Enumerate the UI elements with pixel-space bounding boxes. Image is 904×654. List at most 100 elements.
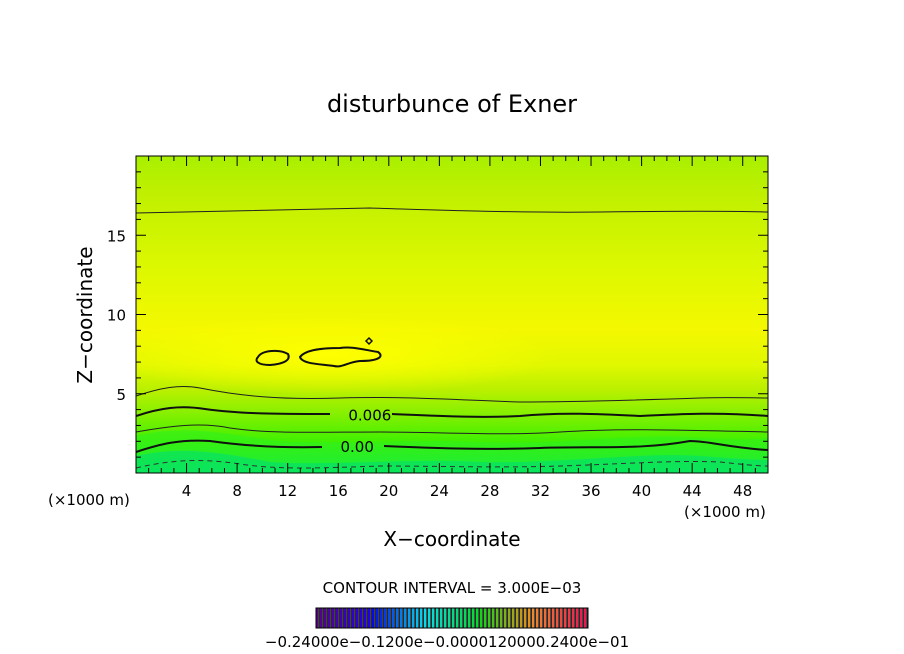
colorbar-stripe-gap xyxy=(562,608,564,628)
colorbar-stripe-gap xyxy=(354,608,356,628)
colorbar-stripe-gap xyxy=(530,608,532,628)
closed-contour-dot xyxy=(364,336,374,346)
colorbar-stripe-gap xyxy=(374,608,376,628)
colorbar-stripe-gap xyxy=(358,608,360,628)
colorbar-stripe-gap xyxy=(498,608,500,628)
colorbar-stripe xyxy=(548,608,551,628)
colorbar-stripe-gap xyxy=(426,608,428,628)
y-tick-label: 15 xyxy=(107,227,126,245)
colorbar-stripe xyxy=(348,608,351,628)
colorbar-stripe xyxy=(444,608,447,628)
colorbar-stripe xyxy=(536,608,539,628)
contour-line-0006 xyxy=(136,406,768,418)
colorbar-stripe-gap xyxy=(422,608,424,628)
colorbar-stripe xyxy=(524,608,527,628)
colorbar-stripe xyxy=(484,608,487,628)
contour-field: 0.006 0.00 xyxy=(136,156,768,473)
colorbar-stripe-gap xyxy=(366,608,368,628)
contour-line-top xyxy=(136,207,768,214)
colorbar-stripe-gap xyxy=(450,608,452,628)
colorbar-stripe xyxy=(508,608,511,628)
colorbar-stripe xyxy=(476,608,479,628)
x-tick-label: 8 xyxy=(232,482,242,500)
colorbar-stripe xyxy=(384,608,387,628)
colorbar-stripe-gap xyxy=(454,608,456,628)
x-tick-label: 16 xyxy=(329,482,348,500)
colorbar-stripe-gap xyxy=(582,608,584,628)
colorbar-stripe xyxy=(472,608,475,628)
contour-interval-text: CONTOUR INTERVAL = 3.000E−03 xyxy=(323,579,582,597)
colorbar-stripe xyxy=(408,608,411,628)
colorbar-stripe-gap xyxy=(370,608,372,628)
colorbar-stripe-gap xyxy=(570,608,572,628)
colorbar-labels: −0.24000e−0.1200e−0.0000120000.2400e−01 xyxy=(265,633,629,651)
colorbar-frame xyxy=(315,607,589,629)
colorbar-stripe xyxy=(376,608,379,628)
colorbar-stripe xyxy=(424,608,427,628)
colorbar-stripe-gap xyxy=(554,608,556,628)
colorbar-stripe xyxy=(560,608,563,628)
yellow-region xyxy=(136,315,560,395)
colorbar-stripe xyxy=(500,608,503,628)
colorbar-stripe xyxy=(344,608,347,628)
colorbar-stripe xyxy=(564,608,567,628)
x-tick-label: 28 xyxy=(480,482,499,500)
colorbar-stripe xyxy=(460,608,463,628)
x-tick-label: 40 xyxy=(632,482,651,500)
colorbar-stripe xyxy=(496,608,499,628)
colorbar-stripe xyxy=(436,608,439,628)
colorbar-stripe xyxy=(332,608,335,628)
contour-label: 0.006 xyxy=(348,406,391,424)
colorbar-stripe-gap xyxy=(410,608,412,628)
colorbar-stripe-gap xyxy=(430,608,432,628)
x-axis-label: X−coordinate xyxy=(383,527,520,551)
colorbar-stripe xyxy=(556,608,559,628)
colorbar-stripe-gap xyxy=(478,608,480,628)
colorbar-stripe-gap xyxy=(526,608,528,628)
colorbar-stripe-gap xyxy=(362,608,364,628)
colorbar-stripe-gap xyxy=(510,608,512,628)
colorbar-stripe-gap xyxy=(318,608,320,628)
colorbar-stripe-gap xyxy=(494,608,496,628)
colorbar-stripe-gap xyxy=(566,608,568,628)
colorbar-stripe-gap xyxy=(462,608,464,628)
x-tick-label: 24 xyxy=(430,482,449,500)
colorbar-stripe xyxy=(336,608,339,628)
colorbar-stripe xyxy=(520,608,523,628)
colorbar-stripe xyxy=(544,608,547,628)
green-band-deep xyxy=(136,450,768,473)
colorbar-stripe xyxy=(448,608,451,628)
colorbar-stripe xyxy=(412,608,415,628)
x-tick-label: 4 xyxy=(182,482,192,500)
colorbar-stripe-gap xyxy=(438,608,440,628)
colorbar-stripe-gap xyxy=(578,608,580,628)
colorbar-stripe-gap xyxy=(334,608,336,628)
colorbar-stripe xyxy=(324,608,327,628)
contour-label-layer: 0.006 0.00 xyxy=(340,406,391,456)
colorbar-stripe xyxy=(516,608,519,628)
colorbar-stripe-gap xyxy=(390,608,392,628)
colorbar-stripe-gap xyxy=(506,608,508,628)
colorbar-stripe-gap xyxy=(482,608,484,628)
colorbar-stripe-gap xyxy=(474,608,476,628)
colorbar-stripe-gap xyxy=(382,608,384,628)
colorbar-stripe-gap xyxy=(542,608,544,628)
colorbar-stripe xyxy=(420,608,423,628)
colorbar-stripe-gap xyxy=(434,608,436,628)
colorbar-stripe-gap xyxy=(402,608,404,628)
colorbar-stripe xyxy=(504,608,507,628)
colorbar-stripe-gap xyxy=(558,608,560,628)
x-tick-label: 20 xyxy=(379,482,398,500)
colorbar-stripe-gap xyxy=(470,608,472,628)
colorbar-stripe xyxy=(316,608,319,628)
colorbar-stripe-gap xyxy=(518,608,520,628)
colorbar-stripe-gap xyxy=(538,608,540,628)
y-axis-label: Z−coordinate xyxy=(73,246,97,383)
contour-line-mid xyxy=(136,424,768,435)
colorbar-stripe xyxy=(428,608,431,628)
colorbar-stripe xyxy=(340,608,343,628)
colorbar-stripe xyxy=(360,608,363,628)
colorbar-stripe-gap xyxy=(350,608,352,628)
colorbar-stripe xyxy=(440,608,443,628)
